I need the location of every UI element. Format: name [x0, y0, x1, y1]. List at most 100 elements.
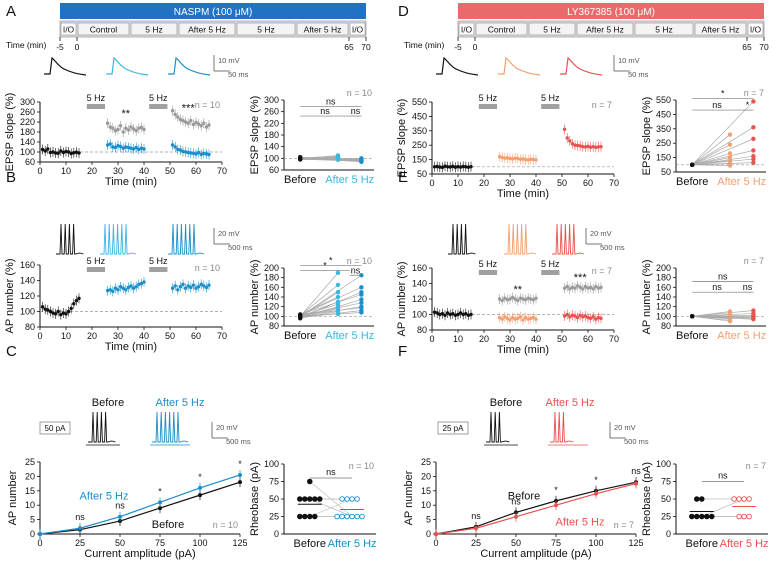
- data-point: [186, 150, 190, 155]
- panel-letter-C: C: [6, 343, 17, 360]
- stim-bar: [478, 270, 497, 275]
- data-point-before: [709, 513, 715, 520]
- pair-line: [300, 294, 362, 315]
- data-point: [170, 143, 175, 147]
- data-point: [176, 147, 180, 152]
- data-point: [189, 119, 193, 123]
- y-axis-label: Rheobase (pA): [249, 462, 261, 536]
- x-tick-label: 60: [583, 178, 593, 188]
- y-tick-label: 160: [264, 282, 279, 292]
- data-point: [588, 145, 593, 149]
- x-tick-label: 50: [557, 178, 567, 188]
- x-tick-label: 100: [192, 538, 207, 548]
- y-tick-label: 100: [264, 153, 279, 163]
- x-axis-label: Current amplitude (pA): [84, 548, 195, 560]
- series-line: [435, 481, 637, 535]
- data-point: [523, 157, 528, 162]
- data-point: [46, 147, 50, 151]
- data-point-after: [334, 513, 340, 520]
- x-tick-label: 50: [115, 538, 125, 548]
- data-point: [196, 285, 201, 289]
- data-point-after: [344, 513, 350, 520]
- pair-line: [692, 150, 754, 166]
- timeline-segment: [60, 22, 77, 36]
- data-point: [578, 144, 582, 148]
- trace-after-label: After 5 Hz: [546, 397, 595, 409]
- data-point-after: [349, 513, 355, 520]
- data-point: [438, 312, 442, 317]
- y-tick-label: 50: [269, 494, 279, 504]
- category-label: After 5 Hz: [717, 176, 766, 188]
- panel-letter-D: D: [398, 3, 409, 20]
- data-point: [521, 318, 525, 322]
- x-tick-label: 125: [232, 538, 247, 548]
- data-point: [534, 317, 538, 321]
- y-tick-label: 160: [412, 263, 427, 273]
- significance-label: ns: [718, 272, 728, 282]
- y-tick-label: 15: [421, 486, 431, 496]
- data-point: [588, 316, 593, 321]
- data-point: [142, 147, 146, 151]
- timeline-segment: [130, 22, 178, 36]
- y-tick-label: 10: [25, 500, 35, 510]
- y-tick-label: 200: [656, 263, 671, 273]
- scale-y-label: 20 mV: [216, 423, 238, 432]
- trace-before-label: Before: [92, 397, 124, 409]
- stim-label: 5 Hz: [87, 256, 106, 266]
- data-point-after: [751, 148, 756, 153]
- y-tick-label: 100: [20, 307, 35, 317]
- significance-label: ns: [718, 471, 728, 481]
- data-point-before: [694, 496, 700, 502]
- data-point: [583, 284, 588, 289]
- data-point: [531, 315, 536, 320]
- data-point: [518, 296, 523, 300]
- x-tick-label: 70: [217, 331, 227, 341]
- data-point: [126, 128, 131, 132]
- pair-line: [300, 312, 362, 317]
- pair-line: [701, 498, 745, 517]
- scale-y-label: 10 mV: [218, 56, 240, 65]
- y-axis-label: AP number: [7, 470, 19, 525]
- data-point: [464, 312, 468, 316]
- data-point-after: [751, 160, 756, 165]
- data-point-after: [359, 310, 364, 315]
- y-tick-label: 140: [656, 292, 671, 302]
- data-point: [526, 317, 530, 321]
- data-point: [202, 151, 206, 156]
- data-point: [173, 284, 177, 288]
- data-point: [118, 144, 123, 149]
- significance-label: ns: [115, 501, 125, 511]
- data-point: [594, 317, 598, 321]
- data-point: [124, 145, 128, 149]
- data-point: [108, 125, 112, 129]
- epsp-trace-post1: [106, 56, 149, 76]
- scale-x-label: 500 ms: [228, 243, 253, 252]
- y-tick-label: 100: [656, 311, 671, 321]
- data-point: [586, 315, 590, 320]
- timeline-segment: [349, 22, 366, 36]
- io-trace-after: [152, 411, 189, 443]
- data-point: [568, 315, 572, 319]
- data-point: [118, 285, 123, 289]
- data-point-after: [751, 317, 756, 322]
- x-tick-label: 25: [471, 538, 481, 548]
- x-tick-label: 10: [453, 334, 463, 344]
- y-axis-label: EPSP slope (%): [4, 93, 16, 172]
- data-point: [570, 142, 575, 146]
- data-point: [510, 157, 515, 161]
- n-label: n = 10: [349, 461, 374, 471]
- y-tick-label: 80: [417, 325, 427, 335]
- y-tick-label: 550: [412, 97, 427, 107]
- data-point: [40, 147, 45, 152]
- y-tick-label: 100: [656, 459, 671, 469]
- x-tick-label: 40: [531, 178, 541, 188]
- y-tick-label: 0: [666, 529, 671, 539]
- epsp-trace-post1: [498, 56, 541, 76]
- epsp-trace-post2: [168, 56, 211, 76]
- series-line: [39, 481, 241, 535]
- data-point: [562, 127, 567, 132]
- data-point: [508, 297, 512, 301]
- data-point: [158, 500, 162, 505]
- ap-trace-post2: [168, 223, 205, 255]
- x-tick-label: 40: [139, 331, 149, 341]
